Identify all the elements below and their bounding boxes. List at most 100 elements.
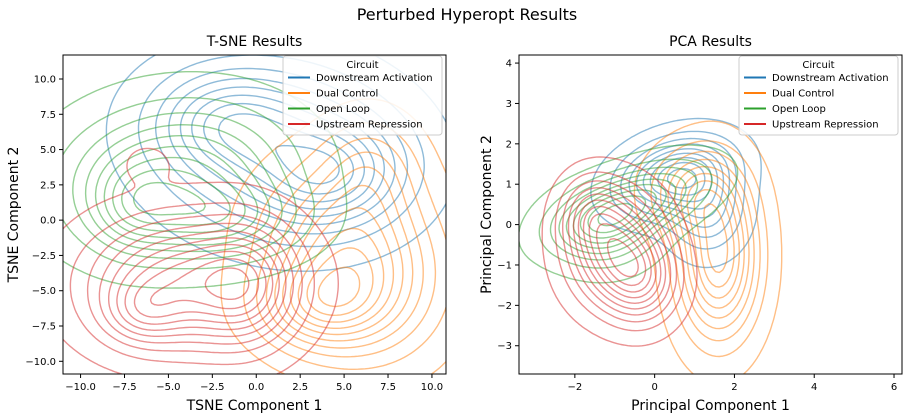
contour-line-dual-control [243,122,446,370]
x-tick-label: −10.0 [65,382,96,393]
x-tick-label: −2 [567,382,582,393]
legend-label-dual-control: Dual Control [316,89,378,100]
y-tick-label: 0 [506,220,512,231]
y-tick-label: −7.5 [32,322,56,333]
panels: −10.0 −7.5 −5.0 −2.5 0.0 2.5 5.0 7.5 10.0−10.0−7… [6,34,903,414]
panel-title: T-SNE Results [206,34,303,50]
contour-line-upstream-repression [69,202,315,366]
y-tick-label: 5.0 [40,145,56,156]
y-tick-label: −5.0 [32,286,56,297]
contour-layer [519,117,783,374]
legend-box [282,55,443,136]
legend: Circuit Downstream Activation Dual Control… [738,55,899,136]
contour-line-upstream-repression [567,187,672,316]
x-tick-label: −5.0 [156,382,180,393]
y-tick-label: 4 [506,59,512,70]
y-tick-label: 7.5 [40,110,56,121]
contour-line-dual-control [650,140,769,358]
contour-line-open-loop [121,168,231,226]
legend: Circuit Downstream Activation Dual Control… [282,55,443,136]
legend-label-downstream-activation: Downstream Activation [316,73,433,84]
panel-pca-results: −2 0 2 4 6 −3 −2 −1 0 1 2 3 4 PCA Results Principal Co… [479,34,903,414]
contour-line-upstream-repression [606,238,639,278]
contour-line-upstream-repression [98,222,295,345]
y-axis-label: TSNE Component 2 [6,147,22,284]
legend-label-dual-control: Dual Control [772,89,834,100]
contour-line-dual-control [265,151,424,349]
x-tick-label: 6 [891,382,897,393]
contour-line-upstream-repression [149,258,260,310]
x-tick-label: 10.0 [421,382,443,393]
contour-line-upstream-repression [124,243,274,325]
y-tick-label: 10.0 [34,74,56,85]
series-dual-control [633,120,783,374]
contour-line-upstream-repression [577,199,662,304]
y-tick-label: 2.5 [40,180,56,191]
x-tick-label: 0 [651,382,657,393]
legend-title: Circuit [802,60,834,71]
figure-suptitle: Perturbed Hyperopt Results [357,5,578,24]
axes-frame [62,54,447,375]
y-tick-label: −2.5 [32,251,56,262]
contour-line-upstream-repression [562,180,678,323]
legend-label-open-loop: Open Loop [316,104,370,115]
contour-line-dual-control [680,172,745,309]
panel-t-sne-results: −10.0 −7.5 −5.0 −2.5 0.0 2.5 5.0 7.5 10.0 −10.0 −7… [6,34,447,414]
panel-title: PCA Results [669,34,752,50]
contour-line-upstream-repression [63,147,339,374]
contour-line-dual-control [703,203,729,274]
legend-label-upstream-repression: Upstream Repression [772,120,879,131]
contour-line-dual-control [289,207,395,329]
x-tick-label: 5.0 [336,382,352,393]
contour-line-dual-control [693,189,735,288]
y-tick-label: −1 [497,260,512,271]
y-tick-label: −3 [497,341,512,352]
x-tick-label: −2.5 [200,382,224,393]
axes-frame [518,54,903,375]
x-axis-label: TSNE Component 1 [186,398,323,414]
y-tick-label: 0.0 [40,216,56,227]
contour-line-upstream-repression [133,250,267,318]
contour-line-dual-control [659,150,761,342]
x-tick-label: 4 [811,382,817,393]
legend-label-downstream-activation: Downstream Activation [772,73,889,84]
contour-line-downstream-activation [635,148,725,219]
contour-line-upstream-repression [554,171,685,332]
series-open-loop [63,71,348,289]
contour-line-upstream-repression [116,237,280,331]
contour-line-upstream-repression [588,213,652,293]
contour-line-downstream-activation [274,144,340,185]
contour-line-dual-control [633,120,783,374]
x-tick-label: 7.5 [380,382,396,393]
contour-line-open-loop [103,145,259,240]
y-axis-label: Principal Component 2 [479,135,495,294]
x-tick-label: 2 [731,382,737,393]
legend-box [738,55,899,136]
contour-line-upstream-repression [572,193,667,310]
contour-line-dual-control [317,266,361,308]
contour-line-upstream-repression [582,205,657,299]
legend-label-open-loop: Open Loop [772,104,826,115]
contour-line-dual-control [686,180,740,299]
legend-title: Circuit [346,60,378,71]
x-tick-label: −7.5 [112,382,136,393]
y-tick-label: 2 [506,139,512,150]
contour-line-upstream-repression [86,213,303,354]
x-tick-label: 2.5 [292,382,308,393]
contour-line-upstream-repression [595,223,647,287]
contour-line-upstream-repression [204,267,250,300]
series-upstream-repression [63,147,339,374]
x-axis-label: Principal Component 1 [631,398,790,414]
contour-line-upstream-repression [541,156,698,347]
legend-label-upstream-repression: Upstream Repression [316,120,423,131]
series-upstream-repression [541,156,698,347]
y-tick-label: 1 [506,180,512,191]
contour-line-open-loop [132,181,206,216]
y-tick-label: −10.0 [25,357,56,368]
y-tick-label: 3 [506,99,512,110]
contour-line-open-loop [519,144,739,284]
x-tick-label: 0.0 [248,382,264,393]
y-tick-label: −2 [497,301,512,312]
